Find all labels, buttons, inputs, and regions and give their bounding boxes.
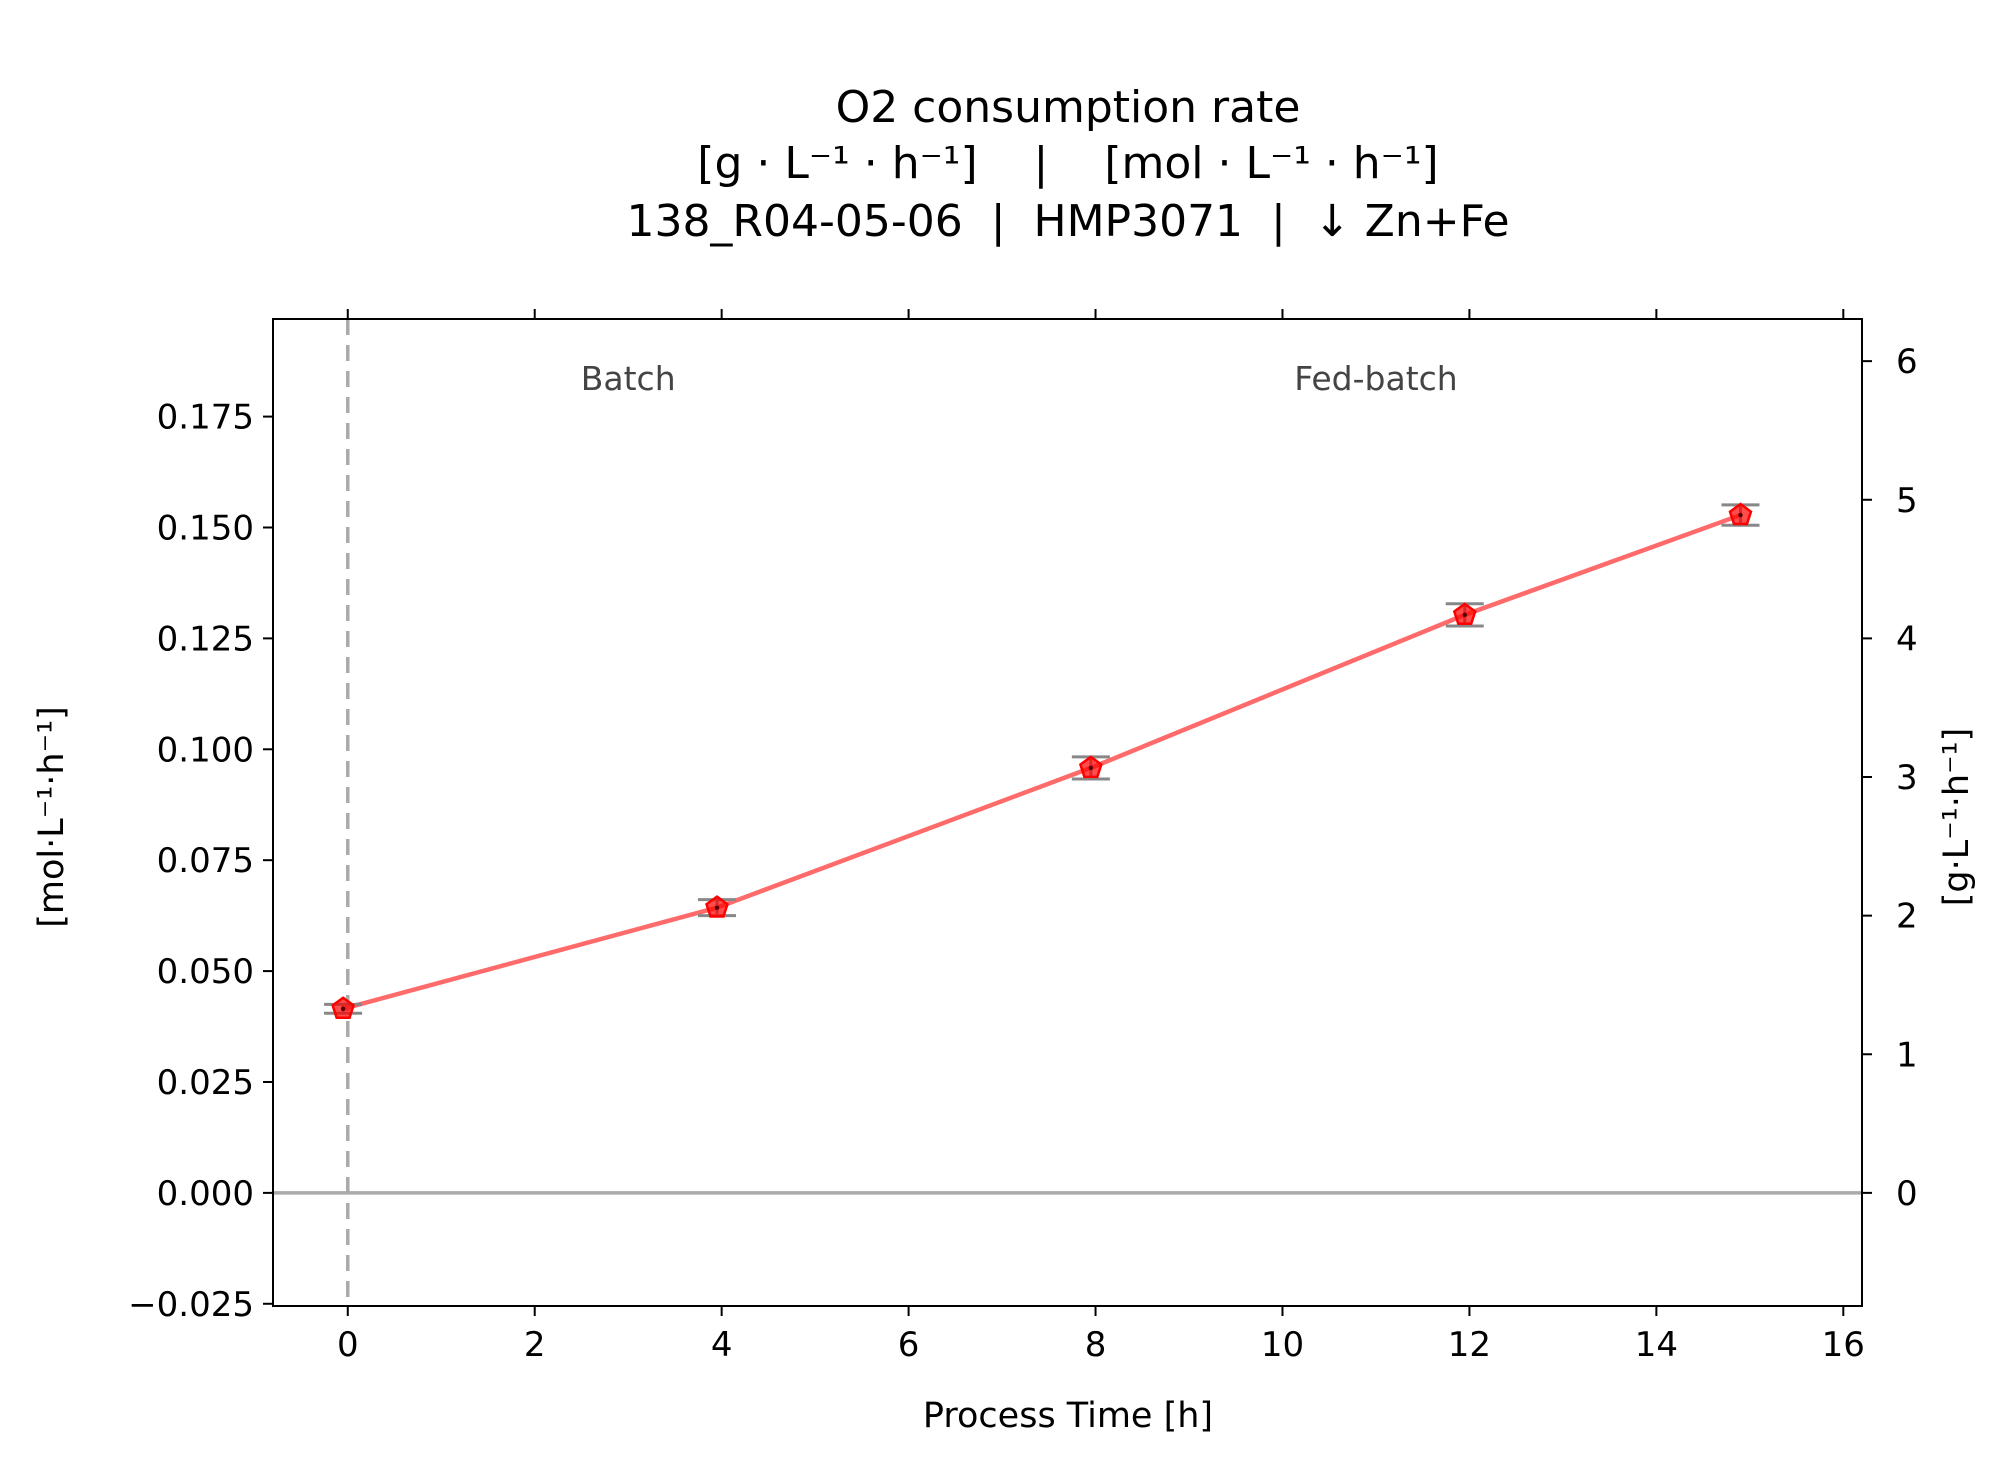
marker-center-0 [340,1006,346,1011]
phase-label-fed-batch: Fed-batch [1294,359,1458,398]
y-tick-label-right-1: 1 [1896,1035,1918,1075]
x-tick-label-7: 14 [1635,1325,1678,1365]
x-axis-label: Process Time [h] [923,1396,1213,1436]
y-tick-label-right-6: 6 [1896,342,1918,382]
data-point-1 [697,895,736,918]
y-tick-label-left-3: 0.050 [157,952,254,992]
x-tick-label-3: 6 [898,1325,920,1365]
title-line-2: [g · L⁻¹ · h⁻¹] | [mol · L⁻¹ · h⁻¹] [697,138,1438,189]
data-point-2 [1071,755,1110,781]
chart-title: O2 consumption rate [g · L⁻¹ · h⁻¹] | [m… [626,82,1509,247]
x-tick-label-5: 10 [1261,1325,1304,1365]
data-point-3 [1445,602,1484,628]
data-point-4 [1721,502,1760,527]
x-tick-label-1: 2 [524,1325,546,1365]
y-tick-label-left-0: −0.025 [128,1285,254,1325]
x-tick-label-6: 12 [1448,1325,1491,1365]
axes: 0 2 4 6 8 10 12 14 16−0.0250.0000.0250.0500.0750… [128,309,1918,1365]
y-tick-label-left-8: 0.175 [157,398,254,438]
y-axis-label-right: [g·L⁻¹·h⁻¹] [1937,728,1977,906]
y-axis-label-left: [mol·L⁻¹·h⁻¹] [32,706,72,927]
y-tick-label-left-1: 0.000 [157,1174,254,1214]
marker-center-3 [1462,612,1467,618]
y-tick-label-left-6: 0.125 [157,619,254,659]
phase-label-batch: Batch [581,359,676,398]
y-tick-label-right-2: 2 [1896,897,1918,937]
series-line [342,512,1742,1011]
x-tick-label-8: 16 [1822,1325,1865,1365]
y-tick-label-right-5: 5 [1896,481,1918,521]
y-tick-label-left-7: 0.150 [157,508,254,548]
y-tick-label-left-2: 0.025 [157,1063,254,1103]
x-tick-label-0: 0 [337,1325,359,1365]
data-point-0 [324,996,363,1019]
y-tick-label-left-4: 0.075 [157,841,254,881]
y-tick-label-right-4: 4 [1896,619,1918,659]
axes-frame [272,318,1863,1307]
y-tick-label-right-3: 3 [1896,758,1918,798]
x-tick-label-4: 8 [1085,1325,1107,1365]
marker-center-2 [1088,765,1094,771]
x-tick-label-2: 4 [711,1325,733,1365]
y-tick-label-right-0: 0 [1896,1174,1918,1214]
marker-center-1 [714,905,720,910]
marker-center-4 [1738,512,1743,518]
title-line-3: 138_R04-05-06 | HMP3071 | ↓ Zn+Fe [626,196,1509,247]
title-line-1: O2 consumption rate [836,82,1301,133]
y-tick-label-left-5: 0.100 [157,730,254,770]
plot-area: Batch Fed-batch [273,319,1862,1306]
